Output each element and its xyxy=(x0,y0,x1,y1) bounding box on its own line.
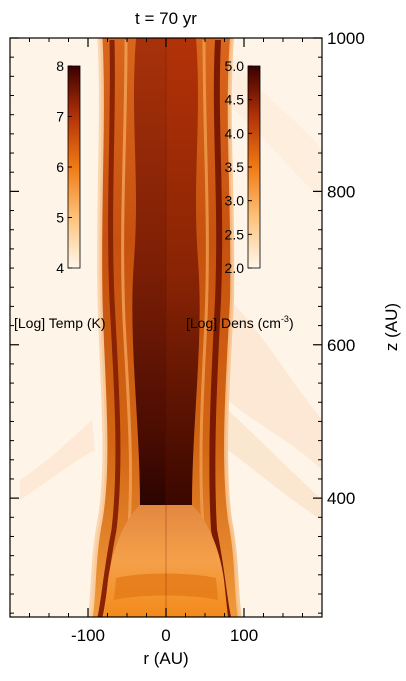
x-axis-label: r (AU) xyxy=(143,649,188,668)
y-tick-label: 600 xyxy=(327,336,355,355)
chart-title: t = 70 yr xyxy=(135,9,197,28)
jet-image xyxy=(20,38,322,617)
temperature-colorbar: 4 5 6 7 8 xyxy=(56,58,81,276)
x-tick-label: 100 xyxy=(230,626,258,645)
temperature-colorbar-label: [Log] Temp (K) xyxy=(14,315,106,331)
density-colorbar-label: [Log] Dens (cm-3) xyxy=(186,314,294,331)
temperature-colorbar-tick-label: 4 xyxy=(56,260,64,276)
density-colorbar-tick-label: 2.5 xyxy=(225,226,245,242)
density-colorbar-tick-label: 5.0 xyxy=(225,58,245,74)
temperature-colorbar-tick-label: 7 xyxy=(56,109,64,125)
temperature-colorbar-tick-label: 6 xyxy=(56,159,64,175)
x-tick-label: 0 xyxy=(161,626,170,645)
temperature-colorbar-tick-label: 8 xyxy=(56,58,64,74)
x-axis-ticks: -100 0 100 xyxy=(71,38,258,645)
density-colorbar-tick-label: 4.5 xyxy=(225,92,245,108)
y-axis-label: z (AU) xyxy=(382,303,401,351)
density-colorbar-tick-label: 3.0 xyxy=(225,193,245,209)
density-colorbar: 2.0 2.5 3.0 3.5 4.0 4.5 5.0 xyxy=(225,58,261,276)
density-colorbar-tick-label: 2.0 xyxy=(225,260,245,276)
y-tick-label: 400 xyxy=(327,489,355,508)
y-tick-label: 800 xyxy=(327,182,355,201)
x-tick-label: -100 xyxy=(71,626,105,645)
density-colorbar-tick-label: 4.0 xyxy=(225,125,245,141)
density-colorbar-tick-label: 3.5 xyxy=(225,159,245,175)
minor-ticks xyxy=(10,38,322,617)
y-tick-label: 1000 xyxy=(327,29,365,48)
y-axis-ticks: 400 600 800 1000 xyxy=(10,29,365,508)
temperature-colorbar-tick-label: 5 xyxy=(56,210,64,226)
